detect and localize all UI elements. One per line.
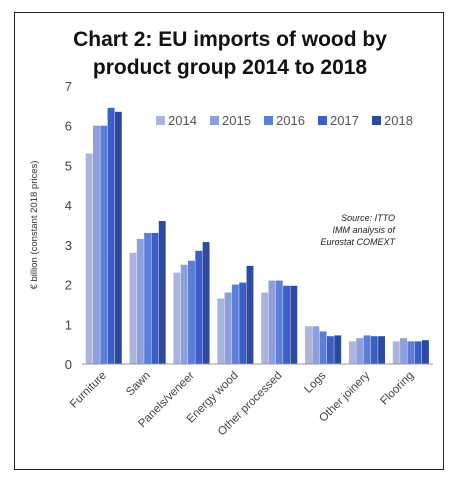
y-tick-label: 5 xyxy=(65,158,72,173)
chart-title-line-1: Chart 2: EU imports of wood by xyxy=(73,28,387,51)
x-tick-label: Sawn xyxy=(124,370,153,399)
legend-swatch-2018 xyxy=(372,116,381,125)
bar-2015 xyxy=(224,292,232,364)
bar-2017 xyxy=(195,250,203,364)
bar-2017 xyxy=(107,107,115,364)
bar-2018 xyxy=(202,242,210,364)
bar-2018 xyxy=(158,221,166,364)
x-tick-label: Flooring xyxy=(378,370,416,408)
bar-2014 xyxy=(85,153,93,364)
bar-2015 xyxy=(180,264,188,364)
legend-label-2014: 2014 xyxy=(168,113,197,128)
y-axis-ticks: 0 1 2 3 4 5 6 7 xyxy=(65,79,72,372)
legend-swatch-2016 xyxy=(264,116,273,125)
bar-2015 xyxy=(92,125,100,365)
chart-title-line-2: product group 2014 to 2018 xyxy=(93,56,368,79)
source-note-line-2: IMM analysis of xyxy=(332,225,396,235)
bar-2016 xyxy=(363,335,371,364)
bar-2016 xyxy=(407,341,415,364)
bar-2014 xyxy=(261,292,269,364)
source-note-line-3: Eurostat COMEXT xyxy=(320,237,396,247)
bar-2018 xyxy=(422,340,429,364)
bar-2018 xyxy=(246,265,254,364)
bar-2015 xyxy=(400,338,408,364)
bar-2016 xyxy=(231,284,239,364)
source-note-line-1: Source: ITTO xyxy=(341,213,395,223)
y-tick-label: 3 xyxy=(65,238,72,253)
legend-label-2017: 2017 xyxy=(330,113,359,128)
bar-2017 xyxy=(151,232,159,364)
bar-2014 xyxy=(305,326,312,364)
x-tick-label: Furniture xyxy=(68,370,109,411)
bar-2016 xyxy=(188,260,195,364)
bar-2017 xyxy=(414,341,422,364)
bar-2017 xyxy=(283,285,290,364)
y-tick-label: 2 xyxy=(65,278,72,293)
bar-2017 xyxy=(239,282,247,364)
legend: 2014 2015 2016 2017 2018 xyxy=(156,113,413,128)
bar-2015 xyxy=(312,326,320,364)
bars-group xyxy=(85,107,429,365)
x-tick-label: Logs xyxy=(302,369,328,395)
y-tick-label: 4 xyxy=(65,198,72,213)
y-tick-label: 0 xyxy=(65,357,72,372)
bar-2017 xyxy=(370,336,378,364)
legend-swatch-2017 xyxy=(318,116,327,125)
legend-label-2015: 2015 xyxy=(222,113,251,128)
legend-swatch-2014 xyxy=(156,116,165,125)
bar-2014 xyxy=(392,341,400,364)
bar-2016 xyxy=(319,331,327,364)
bar-2016 xyxy=(275,280,283,364)
y-tick-label: 7 xyxy=(65,79,72,94)
bar-2018 xyxy=(378,336,386,364)
bar-2015 xyxy=(136,238,144,364)
bar-2014 xyxy=(129,252,137,364)
legend-label-2018: 2018 xyxy=(384,113,413,128)
bar-2014 xyxy=(348,341,356,364)
bar-2014 xyxy=(173,272,181,364)
bar-2018 xyxy=(334,335,342,364)
legend-swatch-2015 xyxy=(210,116,219,125)
chart-frame xyxy=(14,12,444,470)
bar-2017 xyxy=(326,336,334,364)
bar-2015 xyxy=(356,338,364,364)
y-axis-label: € billion (constant 2018 prices) xyxy=(29,161,40,290)
bar-2016 xyxy=(144,232,152,364)
y-tick-label: 6 xyxy=(65,119,72,134)
legend-label-2016: 2016 xyxy=(276,113,305,128)
bar-2018 xyxy=(290,285,298,364)
bar-2016 xyxy=(100,125,108,365)
bar-2015 xyxy=(268,280,276,364)
bar-2014 xyxy=(217,298,225,364)
bar-2018 xyxy=(114,111,122,364)
y-tick-label: 1 xyxy=(65,317,72,332)
